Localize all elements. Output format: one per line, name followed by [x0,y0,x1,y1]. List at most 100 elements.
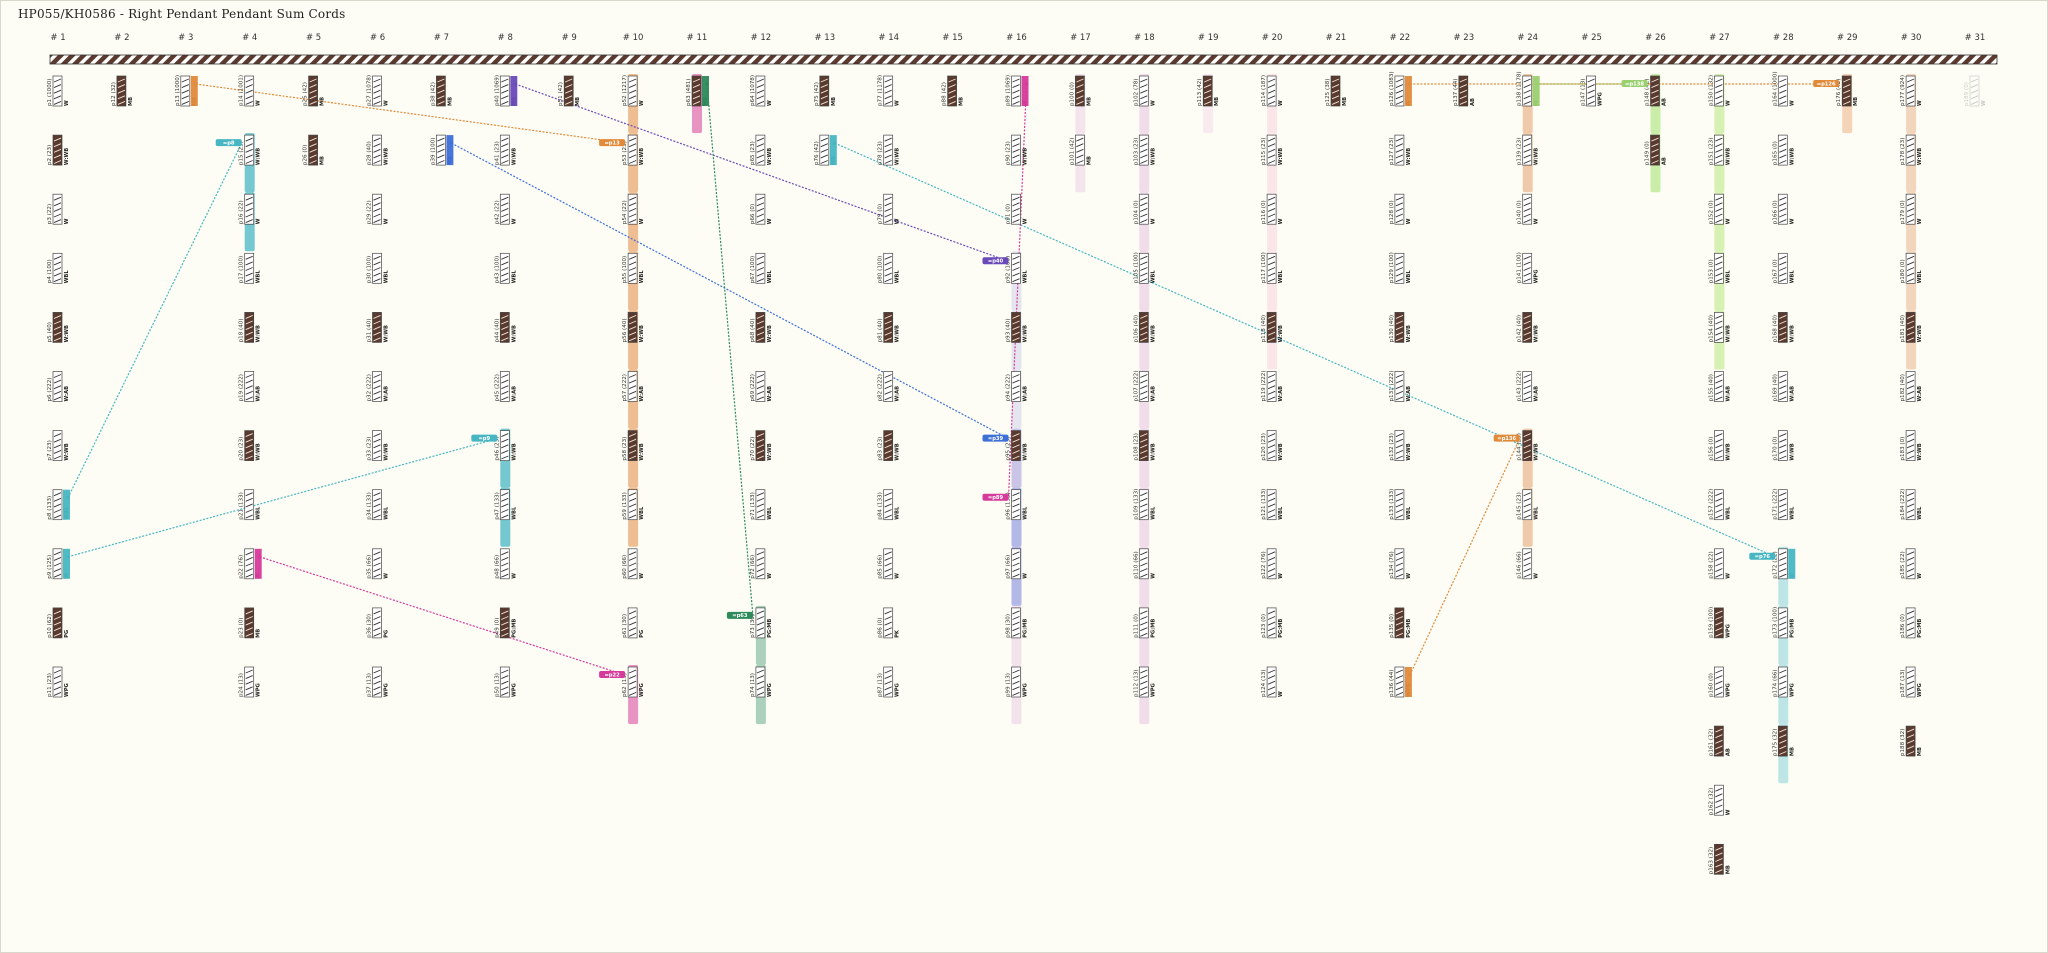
pendant-cord-p116[interactable]: p116 (0) W [1261,193,1284,225]
pendant-cord-p69[interactable]: p69 (222) W:AB [750,371,773,402]
pendant-cord-p128[interactable]: p128 (0) W [1389,193,1412,225]
pendant-cord-p14[interactable]: p14 (1001) W [239,75,262,107]
pendant-cord-p58[interactable]: p58 (23) W:WB [622,430,645,461]
pendant-cord-p103[interactable]: p103 (23) W:WB [1133,134,1156,166]
pendant-cord-p140[interactable]: p140 (0) W [1517,193,1540,225]
pendant-cord-p138[interactable]: p138 (1178)W [1517,71,1540,107]
pendant-cord-p86[interactable]: p86 (0) PK [878,607,901,639]
pendant-cord-p136[interactable]: p136 (44)WPG [1389,666,1412,698]
pendant-cord-p87[interactable]: p87 (13) WPG [878,666,901,698]
pendant-cord-p132[interactable]: p132 (23) W:WB [1389,430,1412,461]
pendant-cord-p80[interactable]: p80 (100) WBL [878,252,901,284]
pendant-cord-p134[interactable]: p134 (76) W [1389,548,1412,580]
pendant-cord-p181[interactable]: p181 (40) W:WB [1900,312,1923,343]
pendant-cord-p17[interactable]: p17 (100) WBL [239,252,262,284]
pendant-cord-p186[interactable]: p186 (0) PG:MB [1900,607,1923,639]
pendant-cord-p83[interactable]: p83 (23) W:WB [878,430,901,461]
pendant-cord-p160[interactable]: p160 (0) WPG [1708,666,1731,698]
pendant-cord-p76[interactable]: p76 (42)MB [814,134,837,166]
pendant-cord-p137[interactable]: p137 (44) AB [1453,75,1476,107]
pendant-cord-p102[interactable]: p102 (78) W [1133,75,1156,107]
pendant-cord-p44[interactable]: p44 (40) W:WB [494,312,517,343]
pendant-cord-p178[interactable]: p178 (23) W:WB [1900,134,1923,166]
pendant-cord-p120[interactable]: p120 (23) W:WB [1261,430,1284,461]
pendant-cord-p111[interactable]: p111 (0) PG:MB [1133,607,1156,639]
pendant-cord-p96[interactable]: p96 (133) WBL [1006,489,1029,521]
pendant-cord-p39[interactable]: p39 (100)MB [430,134,454,166]
pendant-cord-p54[interactable]: p54 (22) W [622,193,645,225]
pendant-cord-p119[interactable]: p119 (222) W:AB [1261,370,1284,402]
pendant-cord-p64[interactable]: p64 (1078) W [750,75,773,107]
pendant-cord-p121[interactable]: p121 (133) WBL [1261,489,1284,521]
pendant-cord-p170[interactable]: p170 (0) W:WB [1772,430,1795,461]
pendant-cord-p25[interactable]: p25 (42) MB [303,75,326,107]
pendant-cord-p95[interactable]: p95 (23) W:WB [1006,430,1029,461]
pendant-cord-p21[interactable]: p21 (133) WBL [239,489,262,521]
pendant-cord-p57[interactable]: p57 (222) W:AB [622,371,645,402]
pendant-cord-p26[interactable]: p26 (0) MB [303,134,326,166]
pendant-cord-p45[interactable]: p45 (222) W:AB [494,371,517,402]
pendant-cord-p173[interactable]: p173 (100) PG:MB [1772,607,1795,639]
pendant-cord-p53[interactable]: p53 (23) W:WB [622,134,645,166]
pendant-cord-p159[interactable]: p159 (100) WPG [1708,607,1731,639]
pendant-cord-p33[interactable]: p33 (23) W:WB [367,430,390,461]
pendant-cord-p146[interactable]: p146 (66) W [1517,548,1540,580]
pendant-cord-p35[interactable]: p35 (66) W [367,548,390,580]
pendant-cord-p149[interactable]: p149 (0) AB [1645,134,1668,166]
pendant-cord-p180[interactable]: p180 (0) WBL [1900,252,1923,284]
pendant-cord-p156[interactable]: p156 (0) W:WB [1708,430,1731,461]
pendant-cord-p167[interactable]: p167 (0) WBL [1772,252,1795,284]
pendant-cord-p108[interactable]: p108 (23) W:WB [1133,430,1156,461]
pendant-cord-p157[interactable]: p157 (222) WBL [1708,489,1731,521]
pendant-cord-p126[interactable]: p126 (1083)W [1389,71,1412,107]
pendant-cord-p77[interactable]: p77 (1178) W [878,75,901,107]
pendant-cord-p51[interactable]: p51 (42) MB [558,75,581,107]
pendant-cord-p13[interactable]: p13 (1000)MB [175,75,198,107]
pendant-cord-p19[interactable]: p19 (222) W:AB [239,371,262,402]
pendant-cord-p31[interactable]: p31 (40) W:WB [367,312,390,343]
pendant-cord-p93[interactable]: p93 (40) W:WB [1006,312,1029,343]
pendant-cord-p11[interactable]: p11 (23) WPG [47,666,70,698]
pendant-cord-p155[interactable]: p155 (40) W:AB [1708,371,1731,402]
pendant-cord-p15[interactable]: p15 (23) W:WB [239,134,262,166]
pendant-cord-p47[interactable]: p47 (133) WBL [494,489,517,521]
pendant-cord-p60[interactable]: p60 (66) W [622,548,645,580]
pendant-cord-p152[interactable]: p152 (0) W [1708,193,1731,225]
pendant-cord-p12[interactable]: p12 (32) MB [111,75,134,107]
pendant-cord-p133[interactable]: p133 (133) WBL [1389,489,1412,521]
pendant-cord-p98[interactable]: p98 (30) PG:MB [1006,607,1029,639]
pendant-cord-p106[interactable]: p106 (40) W:WB [1133,312,1156,343]
pendant-cord-p81[interactable]: p81 (40) W:WB [878,312,901,343]
pendant-cord-p166[interactable]: p166 (0) W [1772,193,1795,225]
pendant-cord-p141[interactable]: p141 (100) WPG [1517,252,1540,284]
pendant-cord-p18[interactable]: p18 (40) W:WB [239,312,262,343]
pendant-cord-p117[interactable]: p117 (100) WBL [1261,252,1284,284]
pendant-cord-p55[interactable]: p55 (100) WBL [622,252,645,284]
pendant-cord-p78[interactable]: p78 (23) W:WB [878,134,901,166]
pendant-cord-p43[interactable]: p43 (100) WBL [494,252,517,284]
pendant-cord-p34[interactable]: p34 (133) WBL [367,489,390,521]
pendant-cord-p189[interactable]: p189 (0) W [1964,75,1987,107]
pendant-cord-p164[interactable]: p164 (1000) W [1772,71,1795,107]
pendant-cord-p100[interactable]: p100 (0) MB [1069,75,1092,107]
pendant-cord-p188[interactable]: p188 (32) MB [1900,725,1923,757]
pendant-cord-p122[interactable]: p122 (76) W [1261,548,1284,580]
pendant-cord-p179[interactable]: p179 (0) W [1900,193,1923,225]
pendant-cord-p110[interactable]: p110 (66) W [1133,548,1156,580]
pendant-cord-p74[interactable]: p74 (13) WPG [750,666,773,698]
pendant-cord-p163[interactable]: p163 (32) MB [1708,843,1731,875]
pendant-cord-p154[interactable]: p154 (40) W:WB [1708,312,1731,343]
pendant-cord-p176[interactable]: p176 (42) MB [1836,75,1859,107]
pendant-cord-p65[interactable]: p65 (23) W:WB [750,134,773,166]
pendant-cord-p2[interactable]: p2 (23) W:WB [47,134,70,166]
pendant-cord-p42[interactable]: p42 (22) W [494,193,517,225]
pendant-cord-p79[interactable]: p79 (0) W [878,193,901,225]
pendant-cord-p184[interactable]: p184 (222) WBL [1900,489,1923,521]
pendant-cord-p130[interactable]: p130 (40) W:WB [1389,312,1412,343]
pendant-cord-p73[interactable]: p73 (30) PG:MB [750,607,773,639]
pendant-cord-p101[interactable]: p101 (42) MB [1069,134,1092,166]
pendant-cord-p107[interactable]: p107 (222) W:AB [1133,370,1156,402]
pendant-cord-p124[interactable]: p124 (13) W [1261,666,1284,698]
pendant-cord-p52[interactable]: p52 (1217) W [622,75,645,107]
pendant-cord-p99[interactable]: p99 (13) WPG [1006,666,1029,698]
